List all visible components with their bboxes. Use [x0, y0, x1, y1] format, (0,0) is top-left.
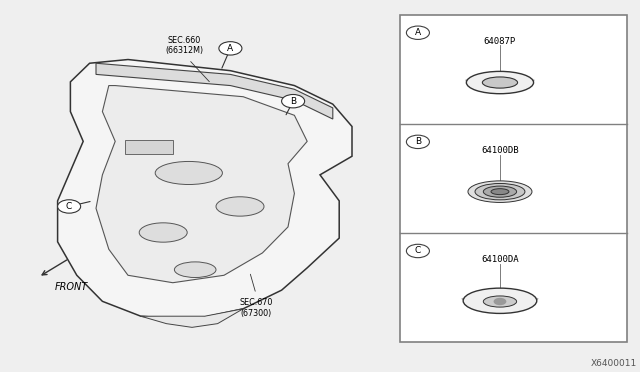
Polygon shape	[141, 309, 243, 327]
Ellipse shape	[216, 197, 264, 216]
Text: X6400011: X6400011	[591, 359, 637, 368]
Ellipse shape	[463, 288, 537, 314]
Circle shape	[219, 42, 242, 55]
Circle shape	[58, 200, 81, 213]
Circle shape	[493, 298, 506, 305]
Ellipse shape	[483, 296, 516, 307]
Ellipse shape	[475, 183, 525, 200]
Ellipse shape	[155, 161, 223, 185]
Polygon shape	[96, 86, 307, 283]
Text: B: B	[290, 97, 296, 106]
Circle shape	[282, 94, 305, 108]
Text: FRONT: FRONT	[55, 282, 88, 292]
Circle shape	[406, 26, 429, 39]
Ellipse shape	[491, 189, 509, 195]
Text: C: C	[415, 247, 421, 256]
Circle shape	[406, 244, 429, 258]
Ellipse shape	[174, 262, 216, 278]
Ellipse shape	[140, 223, 187, 242]
Ellipse shape	[483, 77, 518, 88]
Text: SEC.670
(67300): SEC.670 (67300)	[239, 298, 273, 318]
Polygon shape	[96, 63, 333, 119]
Polygon shape	[58, 60, 352, 320]
Text: SEC.660
(66312M): SEC.660 (66312M)	[165, 36, 204, 55]
Ellipse shape	[468, 181, 532, 202]
Text: A: A	[227, 44, 234, 53]
Ellipse shape	[467, 71, 534, 94]
Text: 64100DA: 64100DA	[481, 256, 519, 264]
Text: 64087P: 64087P	[484, 37, 516, 46]
Circle shape	[406, 135, 429, 148]
FancyBboxPatch shape	[125, 140, 173, 154]
Text: B: B	[415, 137, 421, 146]
Text: 64100DB: 64100DB	[481, 146, 519, 155]
Ellipse shape	[483, 186, 516, 197]
FancyBboxPatch shape	[400, 15, 627, 342]
Text: C: C	[66, 202, 72, 211]
Text: A: A	[415, 28, 421, 37]
